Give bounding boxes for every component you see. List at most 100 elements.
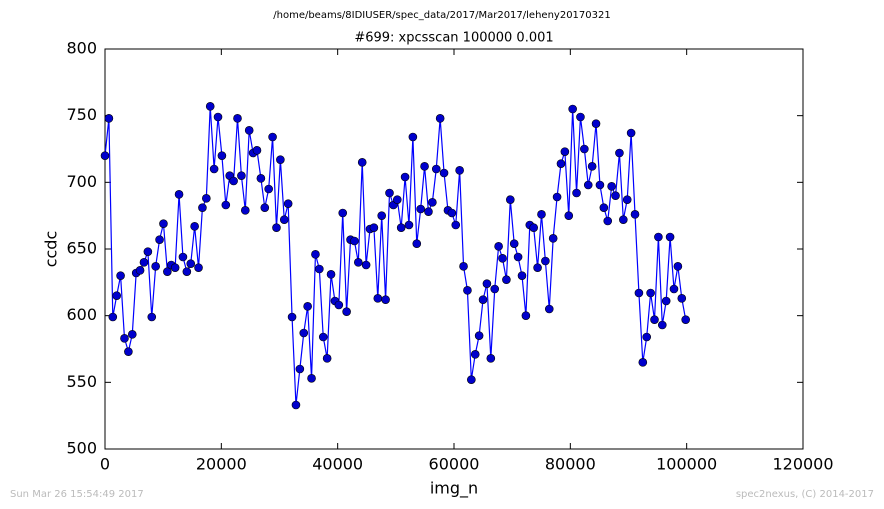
x-tick-label: 120000 [772,455,833,474]
data-point [568,104,577,114]
data-point [580,144,589,154]
data-point [209,164,219,174]
data-point [556,159,566,168]
data-point [295,364,305,374]
chart-title: #699: xpcsscan 100000 0.001 [354,31,553,46]
data-point [435,114,445,123]
data-point [170,263,180,272]
data-point [256,174,266,183]
data-point [240,206,250,215]
data-point [650,315,659,324]
data-point [506,195,515,204]
data-point [669,284,679,294]
data-point [124,347,133,356]
data-point [467,375,476,384]
data-point [622,195,632,204]
data-point [463,286,472,295]
data-point [311,250,320,259]
data-point [163,267,172,276]
data-point [599,203,609,212]
data-point [127,330,137,339]
data-point [611,191,620,200]
data-point [486,354,496,363]
data-point [213,112,223,122]
data-point [303,302,312,311]
data-point [252,146,262,155]
data-point [521,311,531,320]
data-point [326,270,336,279]
y-axis-label: ccdc [42,231,61,268]
data-point [615,148,624,158]
data-point [338,208,348,218]
data-point [279,215,289,224]
y-tick-label: 800 [66,39,97,58]
data-point [607,182,616,191]
data-point [412,239,422,248]
y-tick-label: 750 [66,105,97,124]
data-point [350,236,359,246]
x-tick-label: 80000 [545,455,596,474]
data-point [182,267,192,276]
data-point [509,239,519,248]
data-point [431,164,441,174]
data-point [272,223,281,232]
data-point [634,288,644,298]
data-point [202,194,211,203]
footer-right: spec2nexus, (C) 2014-2017 [736,489,874,500]
data-point [408,132,418,142]
y-tick-label: 500 [66,439,97,458]
data-point [233,114,242,123]
data-point [572,188,581,198]
data-point [474,331,484,340]
data-point [498,254,507,263]
data-point [529,223,538,232]
data-point [681,315,690,324]
data-point [244,126,254,135]
data-point [342,307,351,316]
data-point [630,210,640,219]
data-point [147,312,157,322]
data-point [455,166,464,175]
data-point [428,198,437,207]
data-point [155,235,164,244]
data-point [287,312,297,322]
data-point [373,294,383,303]
data-point [186,259,196,268]
data-point [661,296,671,306]
x-tick-label: 0 [100,455,110,474]
data-point [513,252,523,262]
data-point [533,263,542,272]
data-point [198,203,207,212]
data-point [638,358,648,367]
data-point [420,162,429,171]
data-point [490,284,500,294]
data-point [494,242,503,251]
data-point [283,199,293,208]
data-point [564,211,574,220]
data-point [315,264,324,274]
data-point [357,158,367,167]
data-point [459,262,468,271]
x-tick-label: 100000 [656,455,717,474]
data-point [646,288,655,298]
data-point [178,252,188,262]
y-tick-label: 600 [66,305,97,324]
data-point [108,312,118,322]
data-point [677,294,687,303]
data-point [548,234,558,243]
data-point [139,258,149,267]
data-point [603,216,613,226]
data-point [354,258,363,267]
suptitle: /home/beams/8IDIUSER/spec_data/2017/Mar2… [273,10,610,21]
data-point [322,354,332,363]
data-point [221,200,231,210]
data-point [264,184,273,194]
x-axis-label: img_n [430,479,478,499]
x-tick-label: 40000 [312,455,363,474]
data-point [318,332,328,342]
data-point [517,271,527,280]
data-point [159,219,168,228]
data-point [537,210,546,219]
